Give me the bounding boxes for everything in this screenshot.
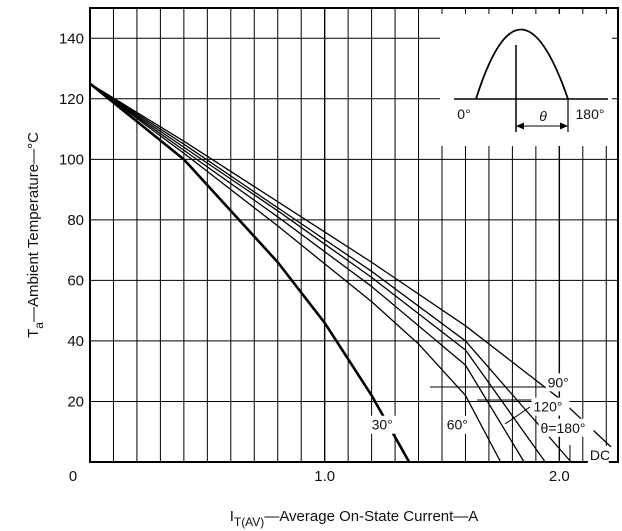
inset-start-label: 0° [457, 106, 470, 122]
annotation-label: 90° [548, 374, 569, 390]
annotation-backing [587, 446, 609, 464]
series-line-4 [89, 83, 572, 463]
plot-frame [89, 7, 619, 463]
y-tick-label: 120 [59, 91, 84, 108]
inset-arrow-head-left [516, 122, 524, 130]
annotation-label: 120° [534, 399, 563, 415]
series-line-3 [89, 83, 546, 463]
inset-arrow-head-right [560, 122, 568, 130]
y-tick-label: 20 [67, 393, 84, 410]
annotations: 30° 60° 90° 120° θ=180°DC [369, 373, 610, 464]
annotation-label: θ=180° [541, 420, 586, 436]
inset-theta-label: θ [539, 108, 547, 124]
x-tick-label: 2.0 [549, 468, 570, 485]
series-line-0 [89, 82, 411, 463]
y-axis-label: Ta—Ambient Temperature—°C [25, 132, 46, 338]
annotation-leader [504, 406, 531, 425]
x-tick-label: 0 [69, 468, 77, 485]
tick-labels: 20 40 60 80 100 120 140 0 1.0 2.0 [59, 30, 570, 485]
inset-end-label: 180° [576, 106, 605, 122]
y-tick-label: 60 [67, 272, 84, 289]
y-tick-label: 140 [59, 30, 84, 47]
inset-half-sine [475, 28, 569, 100]
y-tick-label: 100 [59, 151, 84, 168]
annotation-backing [369, 415, 400, 434]
x-tick-label: 1.0 [314, 468, 335, 485]
y-tick-label: 80 [67, 212, 84, 229]
annotation-backing [531, 397, 570, 416]
annotation-label: 60° [447, 417, 468, 433]
annotation-backing [538, 418, 594, 437]
annotation-backing [545, 373, 576, 392]
annotation-label: DC [590, 447, 610, 463]
series-line-2 [89, 83, 525, 463]
y-tick-label: 40 [67, 333, 84, 350]
waveform-inset: 0° θ 180° [440, 14, 612, 146]
inset-background [440, 14, 612, 146]
annotation-backing [444, 415, 475, 434]
annotation-label: 30° [372, 417, 393, 433]
series-line-1 [89, 83, 502, 463]
x-axis-label: IT(AV)—Average On-State Current—A [230, 508, 479, 529]
